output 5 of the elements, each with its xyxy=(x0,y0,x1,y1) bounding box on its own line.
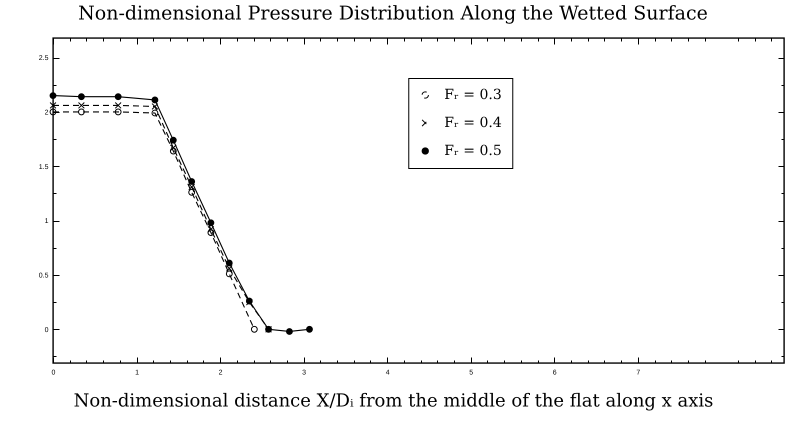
x-axis-title: Non-dimensional distance X/Dᵢ from the middle of the flat along x axis xyxy=(74,390,714,412)
legend-label: Fᵣ = 0.5 xyxy=(444,142,502,159)
chart-title: Non-dimensional Pressure Distribution Along the Wetted Surface xyxy=(78,2,708,24)
legend-label: Fᵣ = 0.4 xyxy=(444,114,502,131)
legend-label: Fᵣ = 0.3 xyxy=(444,86,502,103)
